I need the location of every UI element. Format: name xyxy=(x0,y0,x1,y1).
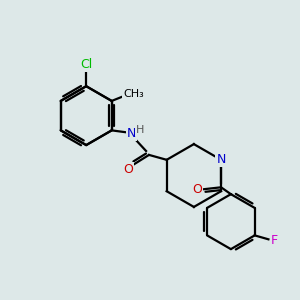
Text: Cl: Cl xyxy=(80,58,92,71)
Text: CH₃: CH₃ xyxy=(123,89,144,99)
Text: N: N xyxy=(216,153,226,166)
Text: N: N xyxy=(127,127,136,140)
Text: O: O xyxy=(193,183,202,196)
Text: O: O xyxy=(124,163,133,176)
Text: H: H xyxy=(136,125,144,135)
Text: F: F xyxy=(271,234,278,247)
